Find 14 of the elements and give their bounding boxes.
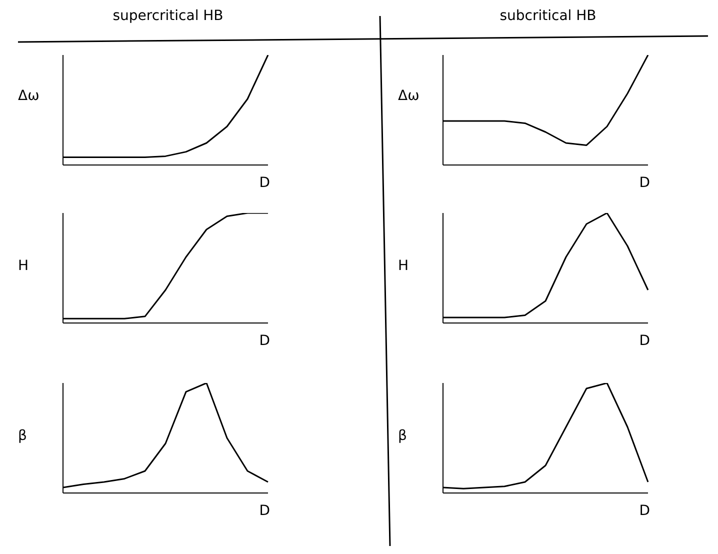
y-axis-title: β [18, 428, 27, 444]
x-axis-title: D [259, 175, 270, 191]
y-axis-title: Δω [18, 88, 40, 104]
x-axis-title: D [639, 175, 650, 191]
y-axis-title: H [18, 258, 29, 274]
x-axis-title: D [639, 333, 650, 349]
x-axis-title: D [259, 503, 270, 519]
y-axis-title: β [398, 428, 407, 444]
y-axis-title: Δω [398, 88, 420, 104]
y-axis-title: H [398, 258, 409, 274]
chart-title: subcritical HB [498, 8, 598, 26]
x-axis-title: D [259, 333, 270, 349]
chart-title: supercritical HB [112, 8, 224, 26]
x-axis-title: D [639, 503, 650, 519]
